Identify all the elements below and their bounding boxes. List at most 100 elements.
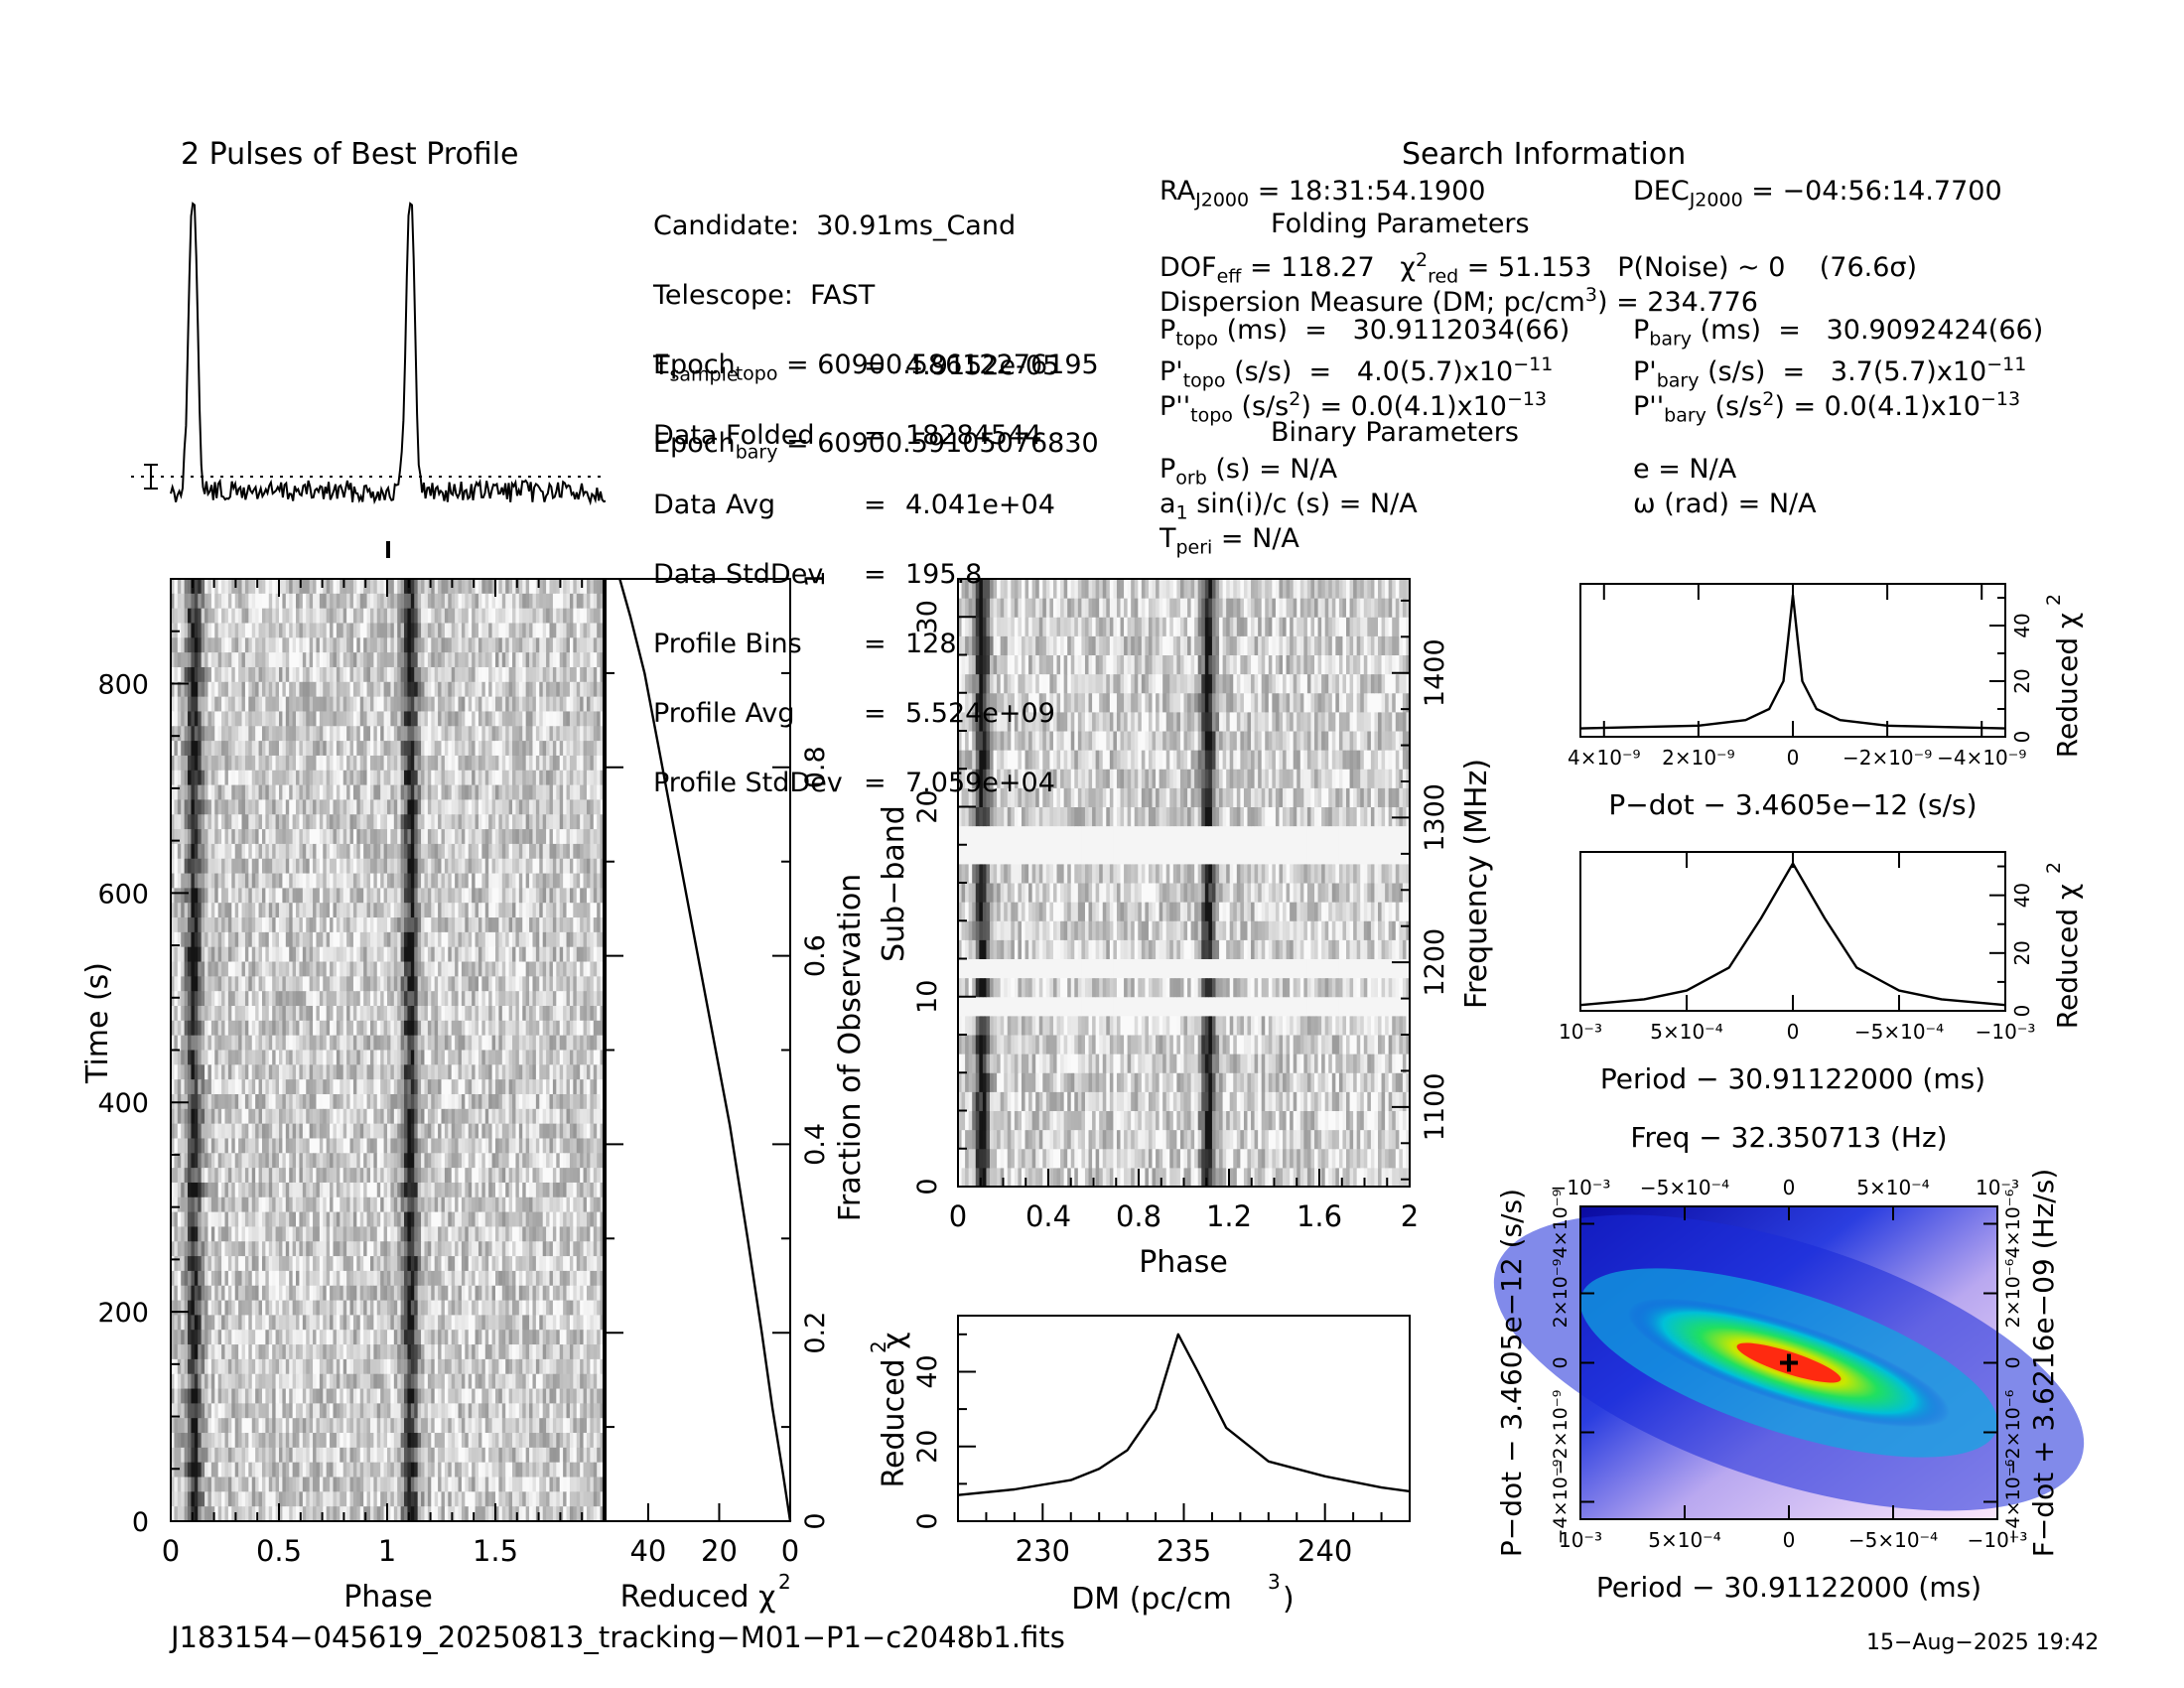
heatmap-cell xyxy=(330,652,334,668)
heatmap-cell xyxy=(478,873,482,889)
heatmap-cell xyxy=(251,741,256,757)
heatmap-cell xyxy=(600,931,605,948)
heatmap-cell xyxy=(458,843,463,860)
heatmap-cell xyxy=(468,579,473,595)
heatmap-cell xyxy=(600,681,605,698)
heatmap-cell xyxy=(207,1123,212,1139)
heatmap-cell xyxy=(465,903,470,918)
heatmap-cell xyxy=(285,976,290,992)
heatmap-cell xyxy=(248,903,253,918)
heatmap-cell xyxy=(573,946,578,963)
heatmap-cell xyxy=(498,799,503,815)
heatmap-cell xyxy=(438,579,442,595)
heatmap-cell xyxy=(238,726,243,742)
heatmap-cell xyxy=(302,1079,307,1095)
heatmap-cell xyxy=(369,1123,374,1139)
heatmap-cell xyxy=(566,579,571,595)
heatmap-cell xyxy=(282,579,287,595)
heatmap-cell xyxy=(383,946,388,963)
heatmap-cell xyxy=(217,623,222,638)
heatmap-cell xyxy=(481,903,486,918)
heatmap-cell xyxy=(472,961,477,977)
heatmap-cell xyxy=(238,888,243,904)
heatmap-cell xyxy=(201,888,205,904)
heatmap-cell xyxy=(461,593,466,610)
heatmap-cell xyxy=(515,666,520,683)
heatmap-cell xyxy=(366,637,371,653)
heatmap-cell xyxy=(512,917,516,933)
heatmap-cell xyxy=(261,711,266,727)
heatmap-cell xyxy=(484,1138,489,1154)
heatmap-cell xyxy=(556,991,561,1007)
heatmap-cell xyxy=(352,858,357,875)
heatmap-cell xyxy=(400,946,405,963)
heatmap-cell xyxy=(586,637,591,653)
heatmap-cell xyxy=(313,1006,317,1022)
heatmap-cell xyxy=(431,666,436,683)
heatmap-cell xyxy=(600,1050,605,1065)
heatmap-cell xyxy=(188,593,192,610)
heatmap-cell xyxy=(255,858,260,875)
heatmap-cell xyxy=(546,976,550,992)
heatmap-cell xyxy=(336,1138,341,1154)
heatmap-cell xyxy=(313,637,317,653)
heatmap-cell xyxy=(491,829,496,845)
heatmap-cell xyxy=(221,1093,225,1110)
heatmap-cell xyxy=(434,814,439,830)
heatmap-cell xyxy=(441,696,446,712)
heatmap-cell xyxy=(573,1079,578,1095)
heatmap-cell xyxy=(299,726,304,742)
heatmap-cell xyxy=(573,814,578,830)
heatmap-cell xyxy=(201,1138,205,1154)
heatmap-cell xyxy=(268,579,273,595)
heatmap-cell xyxy=(451,593,456,610)
heatmap-cell xyxy=(488,946,493,963)
heatmap-cell xyxy=(342,696,347,712)
heatmap-cell xyxy=(366,593,371,610)
heatmap-cell xyxy=(292,799,297,815)
heatmap-cell xyxy=(525,829,530,845)
heatmap-cell xyxy=(539,623,544,638)
heatmap-cell xyxy=(438,1050,442,1065)
heatmap-cell xyxy=(563,681,568,698)
heatmap-cell xyxy=(472,903,477,918)
heatmap-cell xyxy=(265,843,270,860)
heatmap-cell xyxy=(258,666,263,683)
heatmap-cell xyxy=(597,829,602,845)
heatmap-cell xyxy=(356,961,361,977)
heatmap-cell xyxy=(529,652,533,668)
heatmap-cell xyxy=(505,814,510,830)
heatmap-cell xyxy=(465,991,470,1007)
heatmap-cell xyxy=(363,608,368,624)
heatmap-cell xyxy=(501,755,506,772)
heatmap-cell xyxy=(221,755,225,772)
heatmap-cell xyxy=(191,991,196,1007)
heatmap-cell xyxy=(340,726,344,742)
heatmap-cell xyxy=(569,1064,574,1080)
heatmap-cell xyxy=(552,873,557,889)
heatmap-cell xyxy=(498,917,503,933)
heatmap-cell xyxy=(265,1108,270,1125)
heatmap-cell xyxy=(207,784,212,800)
heatmap-cell xyxy=(326,1006,331,1022)
heatmap-cell xyxy=(546,666,550,683)
heatmap-cell xyxy=(177,1108,182,1125)
heatmap-cell xyxy=(387,637,391,653)
heatmap-cell xyxy=(227,593,232,610)
heatmap-cell xyxy=(407,666,412,683)
heatmap-cell xyxy=(289,991,294,1007)
heatmap-cell xyxy=(258,976,263,992)
heatmap-cell xyxy=(556,946,561,963)
heatmap-cell xyxy=(296,784,300,800)
heatmap-cell xyxy=(546,770,550,786)
heatmap-cell xyxy=(326,623,331,638)
heatmap-cell xyxy=(302,976,307,992)
heatmap-cell xyxy=(546,917,550,933)
heatmap-cell xyxy=(191,666,196,683)
heatmap-cell xyxy=(484,1006,489,1022)
heatmap-cell xyxy=(475,652,479,668)
heatmap-cell xyxy=(455,917,460,933)
heatmap-cell xyxy=(525,1079,530,1095)
heatmap-cell xyxy=(279,784,283,800)
heatmap-cell xyxy=(227,696,232,712)
